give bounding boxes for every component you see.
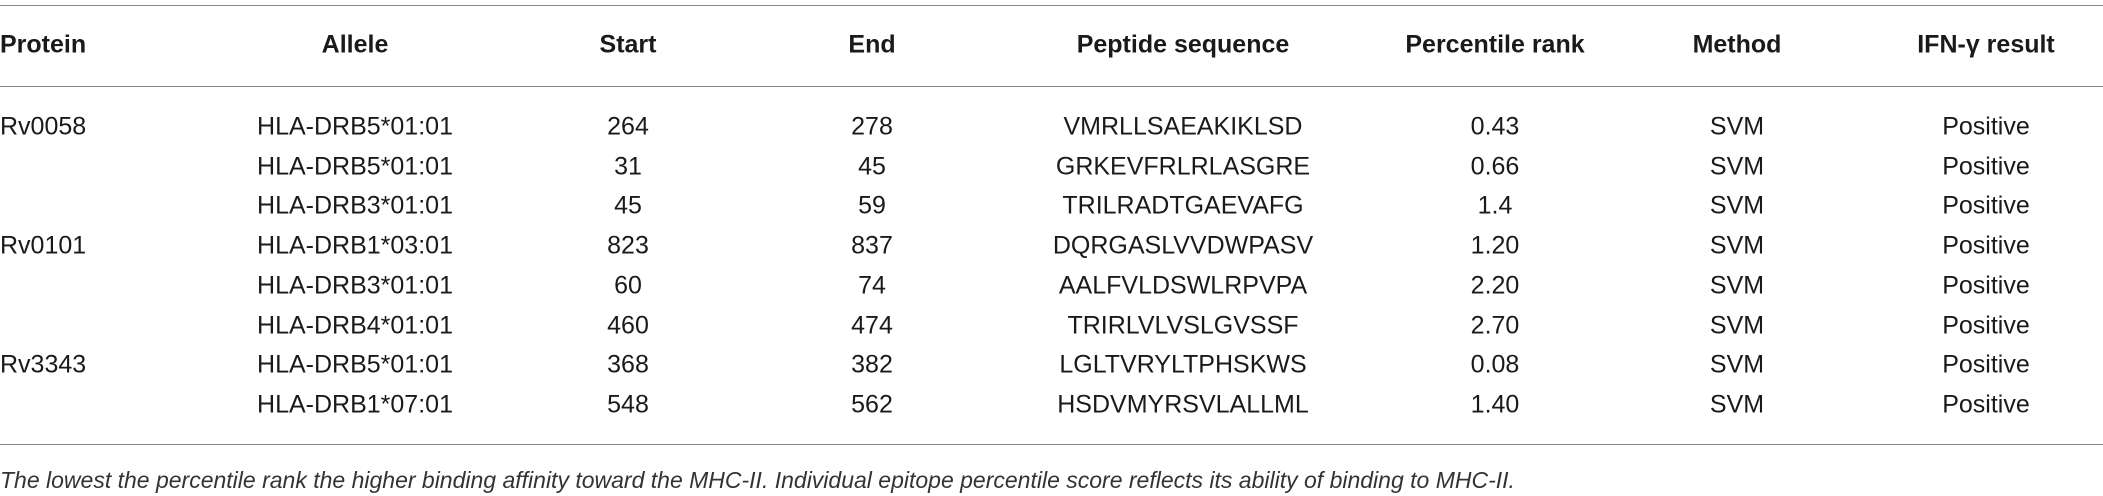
table-cell: HLA-DRB5*01:01 (257, 152, 453, 181)
table-cell: 837 (851, 231, 893, 260)
table-cell: 474 (851, 311, 893, 339)
table-cell: Positive (1942, 350, 2030, 379)
table-cell: 823 (607, 231, 649, 260)
footnote: The lowest the percentile rank the highe… (0, 467, 1515, 493)
table-cell: 60 (614, 271, 642, 300)
table-cell: HLA-DRB5*01:01 (257, 350, 453, 379)
table-cell: 278 (851, 112, 893, 141)
table-cell: 0.66 (1470, 152, 1520, 181)
column-header: Method (1692, 30, 1782, 59)
column-header: Allele (321, 30, 389, 59)
bottom-rule (0, 444, 2103, 445)
table-cell: SVM (1709, 350, 1765, 379)
table-cell: 45 (614, 191, 642, 220)
table-cell: HSDVMYRSVLALLML (1057, 390, 1309, 419)
table-cell: 1.40 (1470, 390, 1520, 419)
table-cell: HLA-DRB3*01:01 (257, 191, 453, 220)
table-cell: LGLTVRYLTPHSKWS (1059, 350, 1307, 379)
table-cell: Positive (1942, 390, 2030, 419)
table-cell: Positive (1942, 311, 2030, 339)
table-cell: 59 (858, 191, 886, 220)
table-cell: TRILRADTGAEVAFG (1062, 191, 1304, 220)
table-cell: 562 (851, 390, 893, 419)
protein-cell: Rv0101 (0, 231, 87, 260)
table-cell: HLA-DRB1*03:01 (257, 231, 453, 260)
table-cell: SVM (1709, 271, 1765, 300)
column-header: Peptide sequence (1076, 30, 1290, 59)
table-cell: 548 (607, 390, 649, 419)
top-rule (0, 5, 2103, 6)
table-cell: SVM (1709, 112, 1765, 141)
table-cell: 368 (607, 350, 649, 379)
protein-cell: Rv0058 (0, 112, 87, 141)
table-cell: Positive (1942, 271, 2030, 300)
column-header: Percentile rank (1405, 30, 1585, 59)
table-cell: 2.70 (1470, 311, 1520, 339)
column-header: Start (599, 30, 657, 59)
table-cell: 264 (607, 112, 649, 141)
table-cell: SVM (1709, 152, 1765, 181)
table-cell: 460 (607, 311, 649, 339)
table-cell: GRKEVFRLRLASGRE (1055, 152, 1311, 181)
table-cell: Positive (1942, 191, 2030, 220)
table-cell: 1.20 (1470, 231, 1520, 260)
column-header: IFN-γ result (1917, 30, 2055, 59)
table-cell: HLA-DRB5*01:01 (257, 112, 453, 141)
table-cell: 74 (858, 271, 886, 300)
table-cell: 45 (858, 152, 886, 181)
table-cell: HLA-DRB3*01:01 (257, 271, 453, 300)
table-cell: HLA-DRB1*07:01 (257, 390, 453, 419)
table-cell: AALFVLDSWLRPVPA (1058, 271, 1308, 300)
table-cell: 1.4 (1477, 191, 1513, 220)
column-header: Protein (0, 30, 87, 59)
table-cell: HLA-DRB4*01:01 (257, 311, 453, 339)
table-cell: Positive (1942, 231, 2030, 260)
table-cell: DQRGASLVVDWPASV (1052, 231, 1314, 260)
table-cell: Positive (1942, 152, 2030, 181)
table-cell: SVM (1709, 231, 1765, 260)
table-cell: 31 (614, 152, 642, 181)
table-cell: Positive (1942, 112, 2030, 141)
table-cell: VMRLLSAEAKIKLSD (1063, 112, 1303, 141)
table-cell: SVM (1709, 311, 1765, 339)
table-cell: SVM (1709, 390, 1765, 419)
table-cell: SVM (1709, 191, 1765, 220)
column-header: End (848, 30, 896, 59)
header-rule (0, 86, 2103, 87)
table-cell: 2.20 (1470, 271, 1520, 300)
table-cell: 382 (851, 350, 893, 379)
table-cell: TRIRLVLVSLGVSSF (1067, 311, 1299, 339)
protein-cell: Rv3343 (0, 350, 87, 379)
table-cell: 0.08 (1470, 350, 1520, 379)
table-cell: 0.43 (1470, 112, 1520, 141)
